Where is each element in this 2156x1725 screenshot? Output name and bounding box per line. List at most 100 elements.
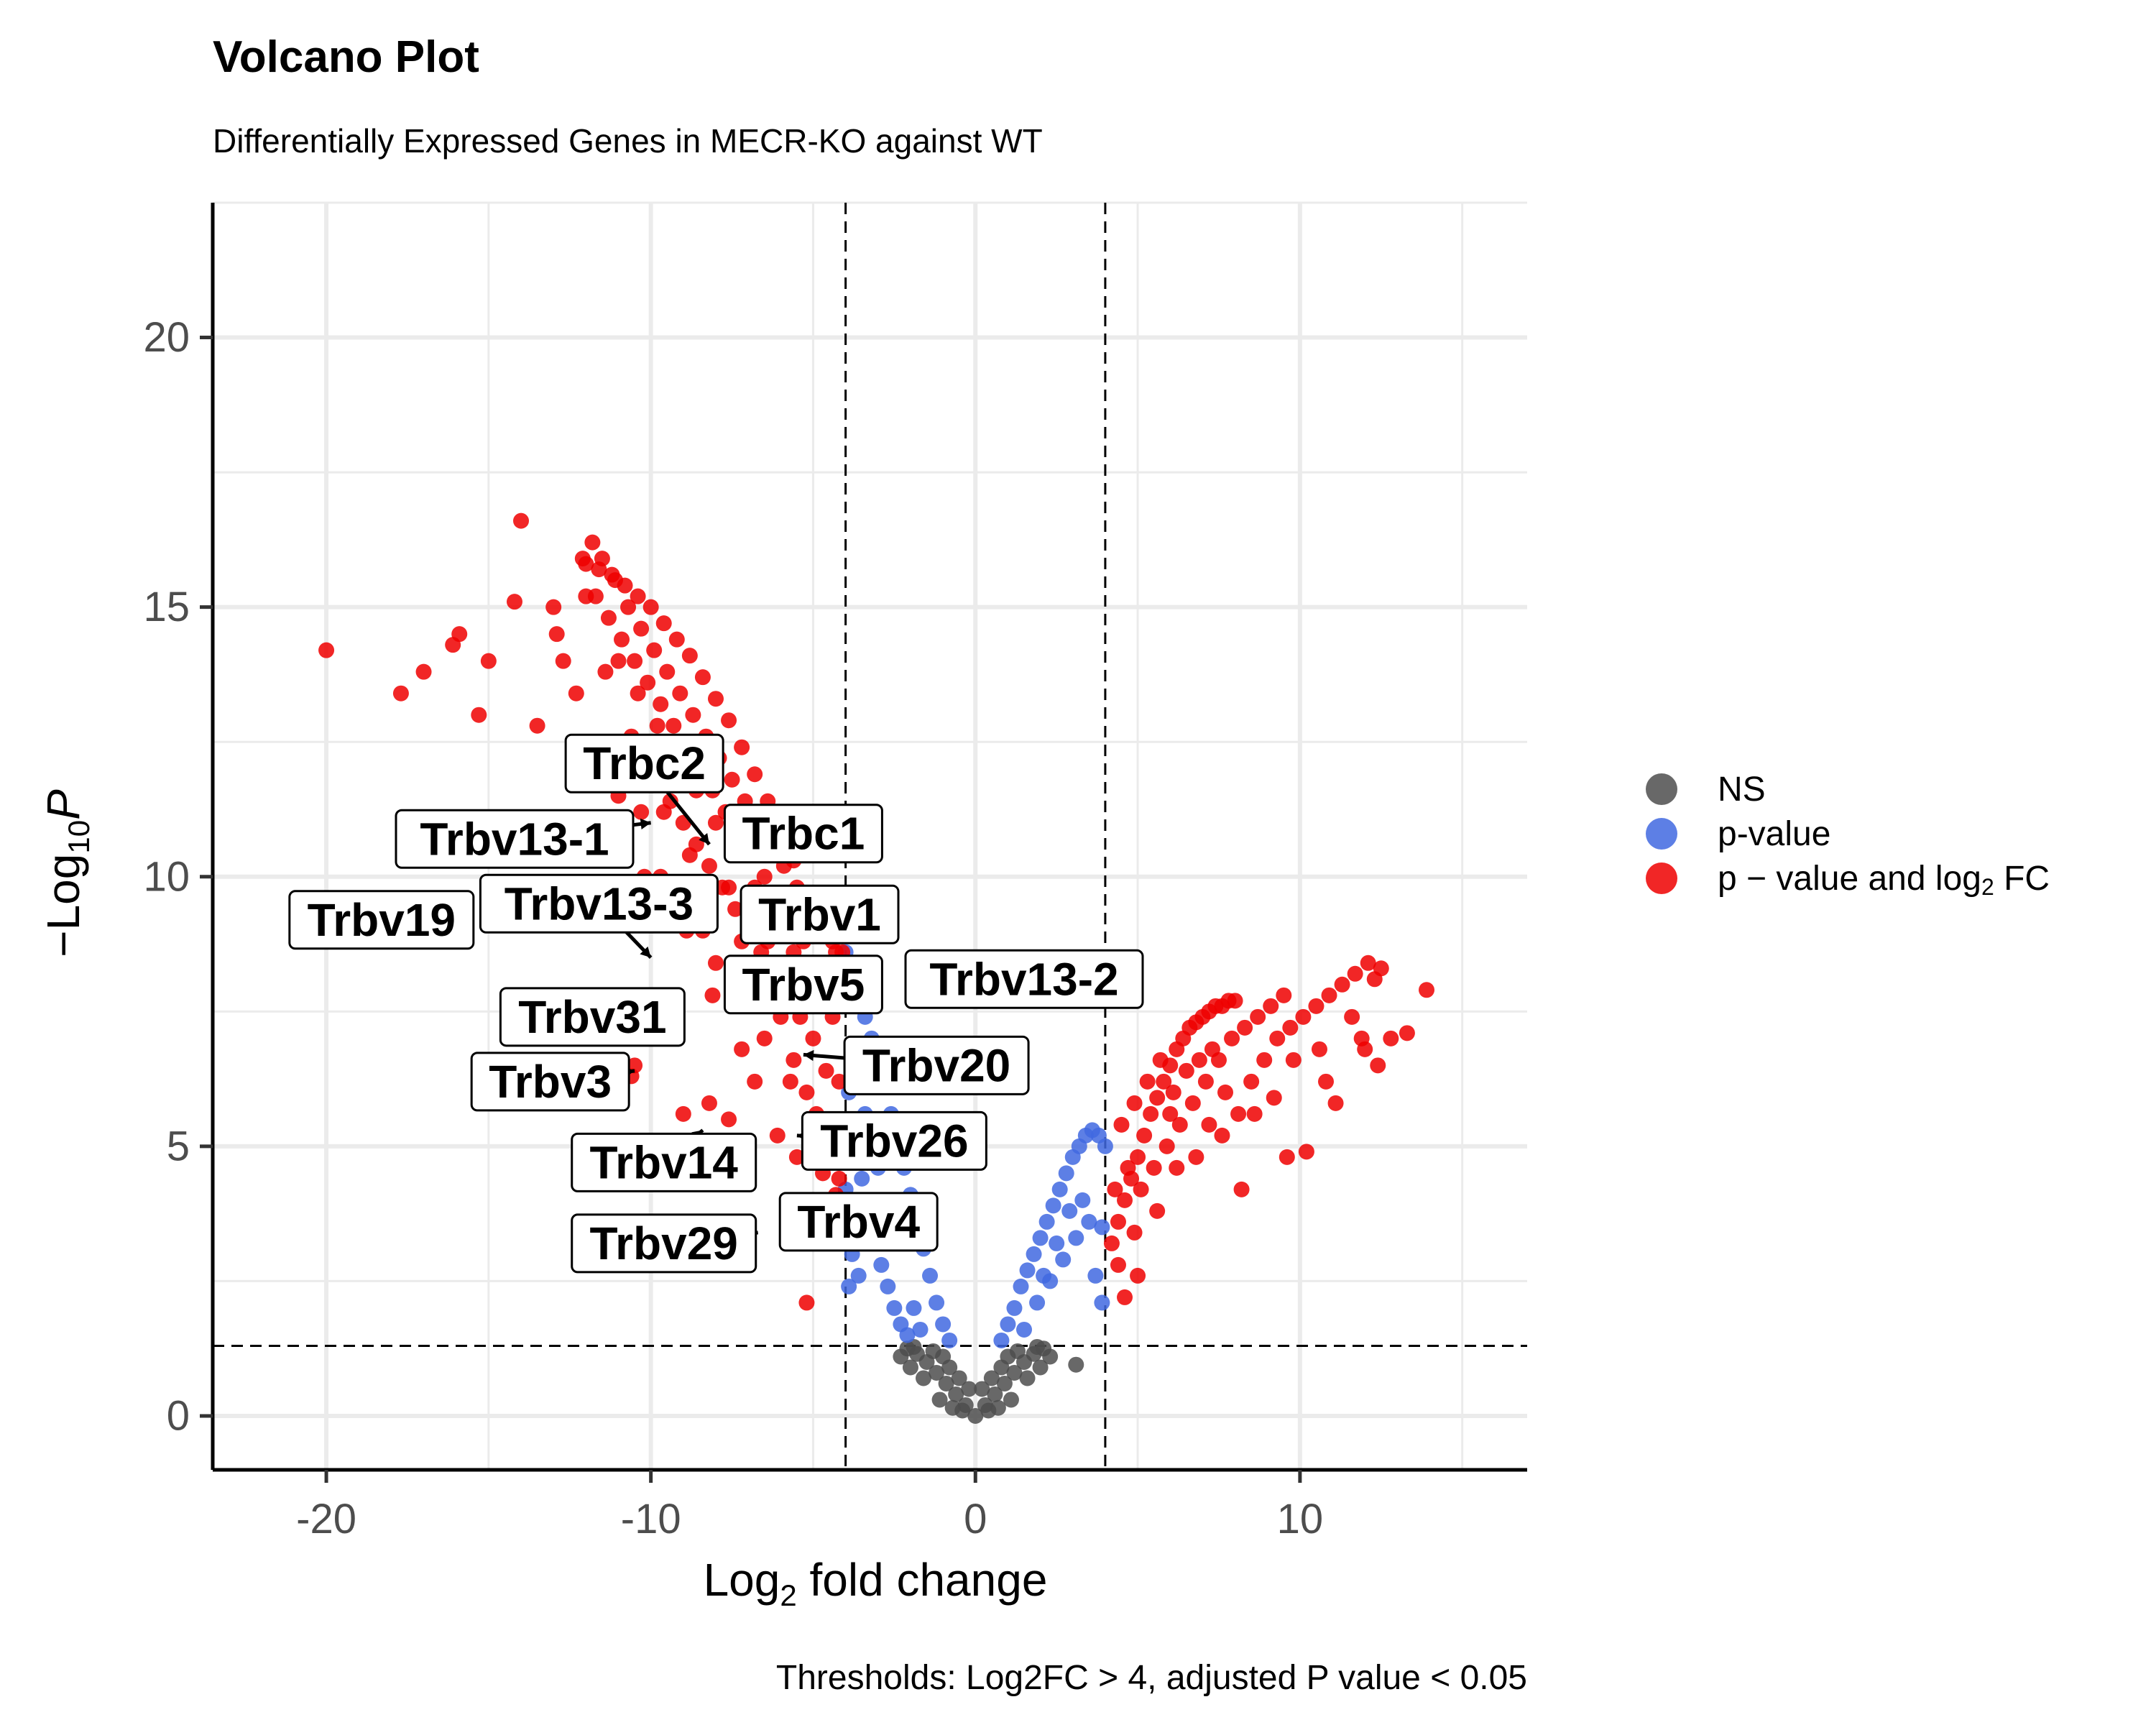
gene-label-trbv14: Trbv14 — [571, 1128, 757, 1192]
data-point — [451, 626, 468, 643]
data-point — [1263, 998, 1279, 1014]
data-point — [798, 1294, 815, 1311]
data-point — [974, 1381, 990, 1397]
data-point — [1009, 1343, 1026, 1359]
data-point — [1184, 1095, 1201, 1111]
gene-label-text: Trbc1 — [742, 808, 865, 860]
gene-label-trbc1: Trbc1 — [723, 804, 883, 864]
data-point — [646, 642, 663, 658]
gene-label-trbv4: Trbv4 — [778, 1192, 939, 1252]
data-point — [1295, 1008, 1312, 1025]
data-point — [1097, 1138, 1113, 1154]
data-point — [1370, 1057, 1386, 1074]
data-point — [1188, 1149, 1204, 1165]
gene-label-trbv19: Trbv19 — [288, 890, 475, 950]
data-point — [912, 1321, 929, 1338]
data-point — [597, 663, 614, 680]
data-point — [633, 804, 650, 820]
data-point — [1308, 998, 1325, 1014]
data-point — [1366, 971, 1383, 988]
data-point — [1051, 1181, 1068, 1197]
data-point — [1016, 1321, 1033, 1338]
y-axis-title: −Log10P — [37, 789, 96, 957]
data-point — [594, 551, 610, 567]
data-point — [665, 717, 682, 734]
data-point — [1045, 1197, 1061, 1214]
gene-label-box — [740, 884, 900, 944]
x-tick-label: 0 — [964, 1496, 987, 1542]
gene-label-box — [778, 1192, 939, 1252]
data-point — [1171, 1116, 1188, 1133]
data-point — [1321, 987, 1337, 1003]
gene-label-text: Trbv13-1 — [420, 813, 609, 865]
data-point — [788, 1149, 805, 1165]
data-point — [1130, 1149, 1146, 1165]
data-point — [704, 987, 721, 1003]
data-point — [1158, 1138, 1175, 1154]
data-point — [721, 712, 737, 729]
data-point — [1279, 1149, 1295, 1165]
data-point — [1191, 1052, 1207, 1068]
data-point — [471, 707, 487, 723]
gene-label-arrowhead — [699, 833, 709, 845]
data-point — [880, 1278, 896, 1294]
data-point — [756, 1030, 773, 1046]
data-point — [1282, 1019, 1299, 1036]
chart-caption: Thresholds: Log2FC > 4, adjusted P value… — [776, 1659, 1527, 1697]
data-point — [633, 620, 650, 637]
data-point — [1136, 1127, 1153, 1144]
gene-label-box — [564, 733, 724, 794]
data-point — [1117, 1192, 1133, 1208]
data-point — [415, 663, 432, 680]
data-point — [685, 707, 701, 723]
data-point — [1357, 1041, 1373, 1057]
data-point — [529, 717, 545, 734]
data-point — [747, 1073, 763, 1090]
data-point — [1139, 1073, 1156, 1090]
data-point — [1227, 993, 1243, 1009]
data-point — [620, 599, 637, 615]
gene-label-trbv26: Trbv26 — [796, 1110, 987, 1171]
data-point — [818, 1062, 834, 1079]
data-point — [610, 653, 627, 669]
data-point — [951, 1370, 967, 1386]
data-point — [1094, 1219, 1110, 1236]
data-point — [1318, 1073, 1335, 1090]
data-point — [1032, 1230, 1049, 1246]
data-point — [929, 1364, 945, 1381]
legend-entry-NS: NS — [1646, 770, 1766, 809]
gene-label-trbv29: Trbv29 — [571, 1213, 758, 1274]
data-point — [649, 717, 665, 734]
data-point — [707, 814, 724, 831]
data-point — [1000, 1316, 1016, 1333]
gene-label-trbv5: Trbv5 — [723, 954, 883, 1015]
series-ns — [893, 1338, 1084, 1424]
data-point — [734, 1041, 750, 1057]
data-point — [1256, 1052, 1273, 1068]
data-point — [769, 1127, 786, 1144]
data-point — [1311, 1041, 1327, 1057]
data-point — [1246, 1105, 1263, 1122]
data-point — [555, 653, 571, 669]
x-tick-label: -10 — [621, 1496, 681, 1542]
data-point — [630, 588, 646, 604]
data-point — [672, 685, 688, 702]
data-point — [1126, 1095, 1143, 1111]
data-point — [993, 1332, 1010, 1348]
data-point — [1383, 1030, 1399, 1046]
gridlines — [213, 201, 1527, 1470]
data-point — [841, 1278, 857, 1294]
data-point — [931, 1392, 948, 1408]
data-point — [734, 739, 750, 755]
data-point — [1036, 1267, 1052, 1284]
data-point — [850, 1267, 867, 1284]
gene-label-text: Trbv14 — [590, 1136, 739, 1188]
data-point — [1269, 1030, 1286, 1046]
data-point — [653, 696, 669, 712]
data-point — [1081, 1213, 1097, 1230]
gene-label-box — [723, 954, 883, 1015]
gene-label-arrowhead — [640, 818, 651, 830]
data-point — [1032, 1359, 1049, 1376]
data-point — [893, 1348, 909, 1365]
data-point — [1169, 1159, 1185, 1176]
